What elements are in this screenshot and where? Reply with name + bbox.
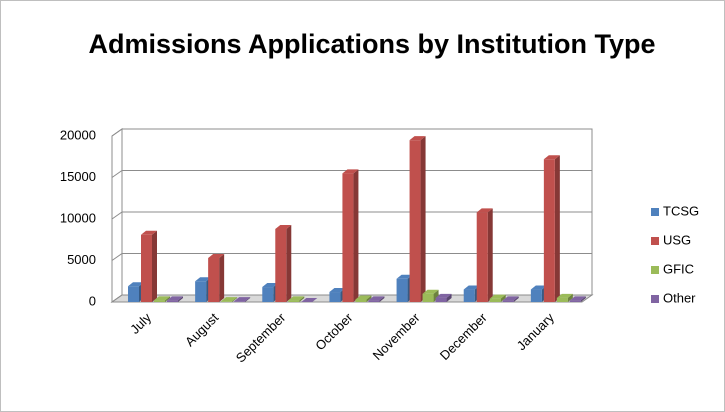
bar — [262, 287, 274, 302]
bar-side — [286, 224, 292, 302]
bar-top — [476, 208, 493, 213]
bar-side — [500, 294, 506, 302]
bar — [463, 289, 475, 302]
bar-top — [234, 297, 251, 302]
bar — [221, 301, 233, 302]
bar — [355, 299, 367, 302]
grid-line — [111, 211, 592, 220]
grid-line — [111, 253, 592, 261]
bar — [502, 300, 514, 302]
bar-top — [154, 296, 170, 301]
bar — [234, 301, 246, 302]
bar-top — [288, 296, 305, 301]
bar-top — [221, 297, 238, 302]
bar-top — [543, 155, 560, 160]
legend-label: GFIC — [663, 261, 694, 276]
bar-side — [152, 230, 157, 302]
y-tick-label: 0 — [89, 293, 96, 308]
chart-title: Admissions Applications by Institution T… — [88, 29, 656, 59]
bar-top — [355, 295, 372, 300]
legend-label: Other — [663, 290, 696, 305]
legend-swatch — [651, 237, 659, 245]
bar-top — [556, 293, 573, 298]
bar — [556, 297, 568, 302]
bar — [435, 297, 447, 302]
bar — [409, 140, 421, 302]
bar — [208, 258, 220, 302]
bar-top — [435, 293, 452, 298]
bar-top — [128, 282, 144, 287]
y-tick-label: 15000 — [60, 169, 96, 184]
bar — [154, 300, 165, 302]
bar — [141, 234, 152, 302]
legend-swatch — [651, 266, 659, 274]
legend-label: USG — [663, 232, 691, 247]
y-tick-label: 10000 — [60, 210, 96, 225]
bar-top — [195, 277, 212, 282]
bar — [342, 173, 354, 302]
bar — [396, 278, 408, 302]
bar-top — [396, 274, 413, 279]
bar — [476, 212, 488, 302]
bar — [329, 292, 341, 302]
bar-top — [368, 296, 385, 301]
bar — [128, 286, 139, 302]
bar-top — [141, 230, 157, 235]
grid-line — [111, 170, 592, 178]
bar-top — [208, 254, 225, 259]
bar-side — [353, 169, 359, 302]
bar-top — [463, 285, 480, 290]
bar-top — [342, 169, 359, 174]
y-tick-label: 5000 — [67, 252, 96, 267]
bar-side — [245, 297, 251, 302]
bar-side — [580, 296, 586, 302]
bar — [569, 300, 581, 302]
bar-side — [446, 293, 452, 302]
bar-top — [409, 136, 426, 141]
bar-top — [489, 294, 506, 299]
bar — [422, 293, 434, 302]
legend-swatch — [651, 208, 659, 216]
bar — [195, 281, 207, 302]
bar-side — [487, 208, 493, 302]
bar-top — [569, 296, 586, 301]
y-tick-label: 20000 — [60, 127, 96, 142]
bar-side — [232, 297, 238, 302]
bar-side — [513, 296, 519, 302]
bar — [530, 289, 542, 302]
legend-swatch — [651, 295, 659, 303]
bar — [543, 159, 555, 302]
bar-side — [178, 296, 183, 302]
grid-line — [111, 128, 592, 137]
bar-top — [329, 288, 346, 293]
bar — [368, 300, 380, 302]
bar-side — [366, 295, 372, 302]
bar-top — [275, 224, 292, 229]
bar-top — [262, 283, 279, 288]
bar-side — [219, 254, 225, 302]
bar-side — [567, 293, 573, 302]
bar-top — [422, 289, 439, 294]
bar-side — [299, 296, 305, 302]
bar-side — [165, 296, 170, 302]
bar-top — [530, 285, 547, 290]
bar — [167, 300, 178, 302]
bar-side — [420, 136, 426, 302]
legend-label: TCSG — [663, 203, 699, 218]
bar-side — [554, 155, 560, 302]
bar — [275, 228, 287, 302]
bar — [288, 300, 300, 302]
bar-top — [301, 298, 318, 302]
bar — [489, 298, 501, 302]
bar-top — [167, 296, 183, 301]
bar-side — [379, 296, 385, 302]
bar-top — [502, 296, 519, 301]
